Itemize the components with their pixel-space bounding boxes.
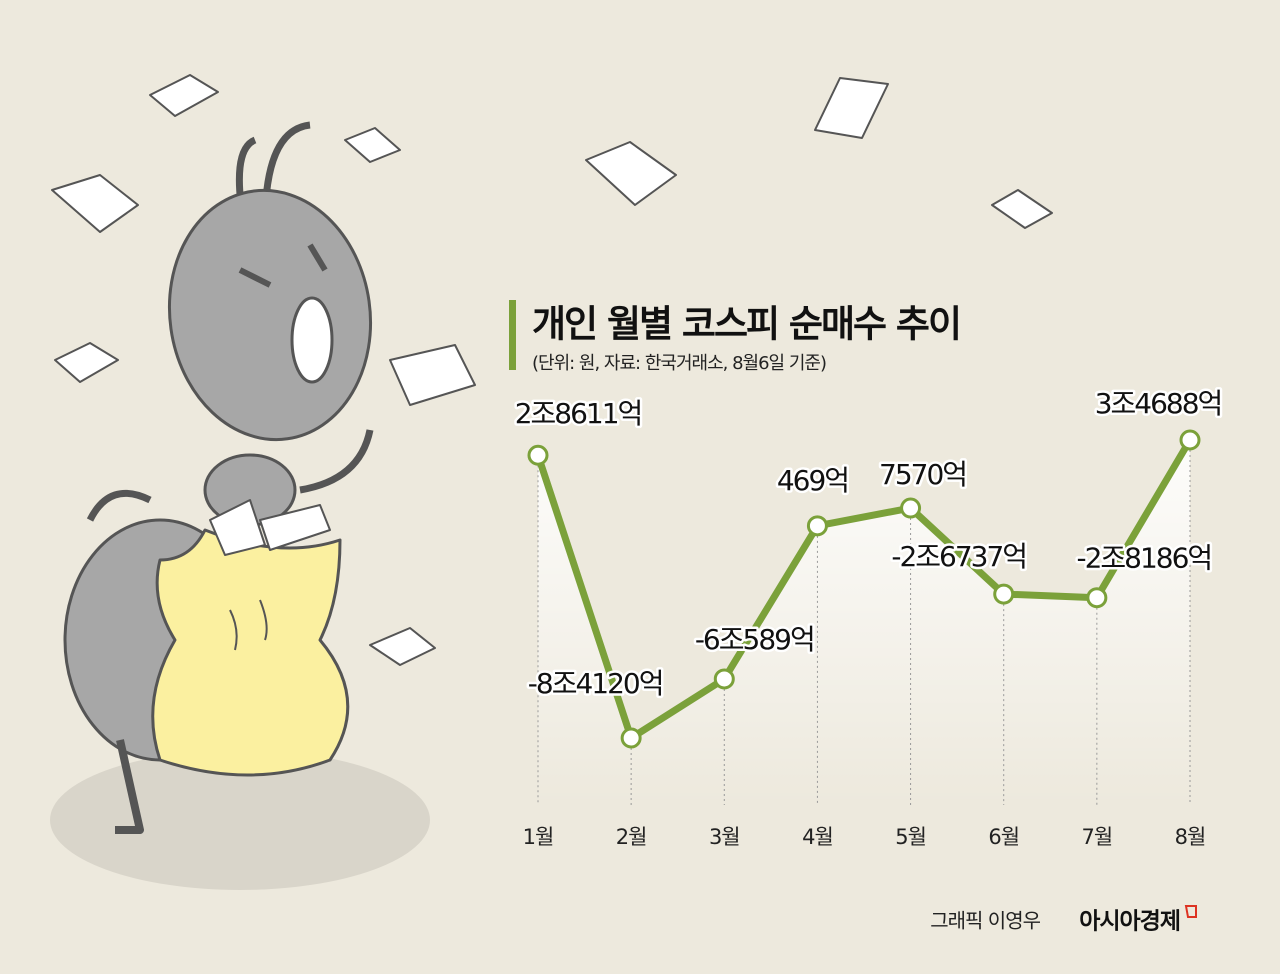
title-accent xyxy=(509,300,516,370)
area-fill xyxy=(538,440,1190,805)
x-tick-label: 8월 xyxy=(1175,825,1206,849)
credit: 그래픽 이영우 xyxy=(930,909,1040,933)
point xyxy=(620,727,642,749)
chart-title: 개인 월별 코스피 순매수 추이 xyxy=(532,303,960,346)
plot-area: 2조8611억 1월 -8조4120억 2월 -6조589억 3월 469억 4월 7570억 5… xyxy=(512,385,1226,850)
point xyxy=(993,583,1015,605)
point xyxy=(900,497,922,519)
publisher-logo xyxy=(1184,905,1197,918)
value-label: 469억 xyxy=(777,464,848,497)
point xyxy=(1086,587,1108,609)
x-tick-label: 7월 xyxy=(1082,825,1113,849)
point xyxy=(1179,429,1201,451)
point xyxy=(527,444,549,466)
value-label: -8조4120억 xyxy=(528,667,663,700)
x-tick-label: 5월 xyxy=(895,825,926,849)
line xyxy=(534,438,1194,742)
point xyxy=(713,668,735,690)
x-tick-label: 2월 xyxy=(616,825,647,849)
value-label: 2조8611억 xyxy=(515,397,642,430)
value-label: 3조4688억 xyxy=(1095,387,1222,420)
value-label: -2조6737억 xyxy=(891,540,1026,573)
chart-subtitle: (단위: 원, 자료: 한국거래소, 8월6일 기준) xyxy=(532,353,826,374)
x-tick-label: 6월 xyxy=(988,825,1019,849)
publisher: 아시아경제 xyxy=(1079,909,1180,935)
x-tick-label: 1월 xyxy=(523,825,554,849)
ant-illustration xyxy=(50,74,1053,890)
value-label: -6조589억 xyxy=(695,623,814,656)
x-tick-label: 4월 xyxy=(802,825,833,849)
value-label: -2조8186억 xyxy=(1077,542,1212,575)
point xyxy=(806,515,828,537)
x-tick-label: 3월 xyxy=(709,825,740,849)
value-label: 7570억 xyxy=(879,458,966,491)
